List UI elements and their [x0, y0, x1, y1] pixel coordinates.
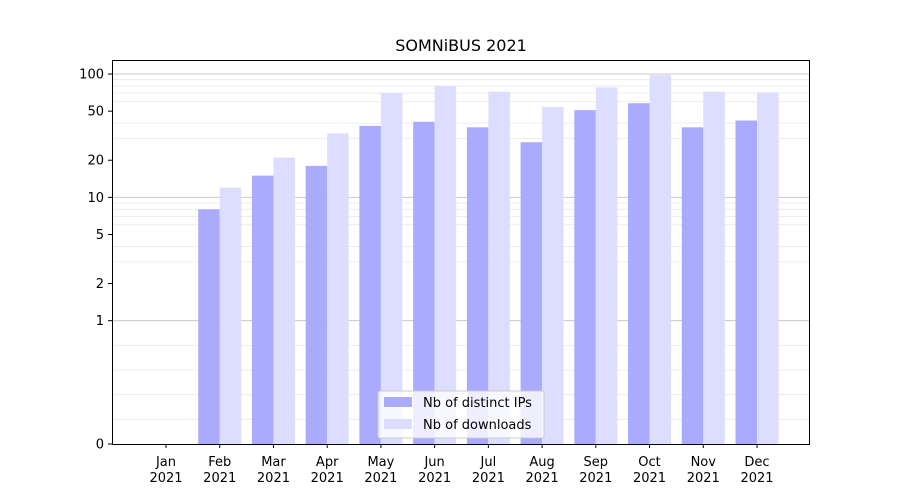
- x-tick-label-year: 2021: [472, 471, 505, 486]
- x-tick-label-month: Apr: [316, 455, 339, 470]
- bar-distinct-ips: [574, 110, 596, 445]
- bar-distinct-ips: [413, 121, 435, 444]
- legend-label-distinct-ips: Nb of distinct IPs: [423, 396, 532, 411]
- y-tick-label: 20: [87, 154, 104, 169]
- y-axis: 0 1 2 5 10 20 50 100: [79, 68, 112, 453]
- bar-downloads: [649, 75, 672, 444]
- bar-downloads: [542, 107, 564, 445]
- bar-downloads: [219, 187, 242, 445]
- bar-downloads: [757, 92, 779, 445]
- y-tick-label: 10: [87, 191, 104, 206]
- bar-distinct-ips: [359, 125, 381, 445]
- bar-downloads: [595, 87, 618, 444]
- bar-downloads: [327, 133, 349, 445]
- bar-downloads: [380, 93, 403, 444]
- x-tick-label-month: May: [367, 455, 394, 470]
- x-tick-label-year: 2021: [687, 471, 720, 486]
- x-tick-label-month: Feb: [208, 455, 231, 470]
- x-tick-label-year: 2021: [526, 471, 559, 486]
- legend-box: [377, 390, 545, 439]
- y-tick-label: 2: [96, 277, 104, 292]
- x-tick-label-month: Jul: [480, 455, 497, 470]
- bar-distinct-ips: [305, 165, 328, 444]
- bar-distinct-ips: [198, 209, 220, 444]
- chart-title: SOMNiBUS 2021: [395, 36, 527, 55]
- legend-label-downloads: Nb of downloads: [423, 418, 532, 433]
- y-tick-label: 0: [96, 438, 104, 453]
- x-tick-label-year: 2021: [740, 471, 773, 486]
- x-tick-label-year: 2021: [311, 471, 344, 486]
- bar-distinct-ips: [251, 175, 274, 444]
- x-tick-label-month: Sep: [584, 455, 609, 470]
- bar-downloads: [434, 86, 457, 445]
- plot-frame: [112, 60, 810, 445]
- x-tick-label-year: 2021: [579, 471, 612, 486]
- legend: Nb of distinct IPs Nb of downloads: [377, 390, 545, 439]
- y-tick-label: 100: [79, 68, 104, 83]
- y-tick-label: 1: [96, 314, 104, 329]
- x-tick-label-month: Dec: [744, 455, 769, 470]
- x-tick-label-month: Oct: [638, 455, 660, 470]
- bar-distinct-ips: [735, 120, 757, 444]
- x-tick-label-year: 2021: [149, 471, 182, 486]
- x-tick-label-month: Jun: [423, 455, 444, 470]
- legend-swatch-distinct-ips: [384, 397, 412, 407]
- x-tick-label-month: Mar: [261, 455, 286, 470]
- bars: [198, 75, 779, 445]
- x-tick-label-year: 2021: [257, 471, 290, 486]
- bar-distinct-ips: [520, 142, 543, 444]
- bar-distinct-ips: [681, 127, 704, 445]
- x-tick-label-month: Nov: [691, 455, 717, 470]
- x-tick-label-year: 2021: [203, 471, 236, 486]
- y-tick-label: 50: [87, 105, 104, 120]
- x-tick-label-year: 2021: [633, 471, 666, 486]
- y-tick-label: 5: [96, 228, 104, 243]
- x-tick-label-month: Jan: [155, 455, 176, 470]
- bar-downloads: [488, 91, 510, 445]
- x-tick-label-month: Aug: [529, 455, 554, 470]
- bar-downloads: [273, 157, 295, 444]
- bar-distinct-ips: [466, 127, 489, 445]
- bar-downloads: [703, 91, 725, 445]
- x-axis: Jan2021Feb2021Mar2021Apr2021May2021Jun20…: [149, 444, 774, 486]
- legend-swatch-downloads: [384, 419, 412, 429]
- bar-distinct-ips: [628, 103, 650, 445]
- x-tick-label-year: 2021: [364, 471, 397, 486]
- x-tick-label-year: 2021: [418, 471, 451, 486]
